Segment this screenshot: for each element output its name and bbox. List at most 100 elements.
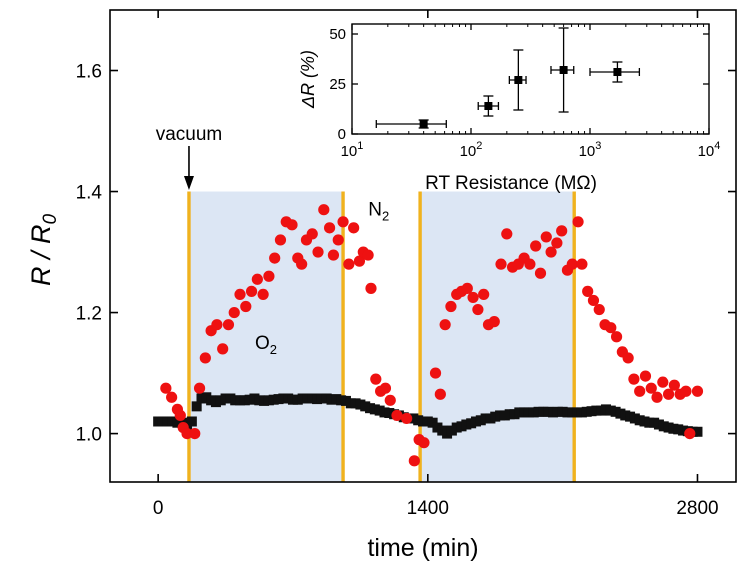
red-circle-point-86 — [634, 385, 646, 397]
red-circle-point-60 — [488, 316, 500, 328]
inset-y-ticks: 0 25 50 — [329, 26, 709, 143]
red-circle-point-7 — [193, 382, 206, 394]
inset-square-point-1 — [484, 102, 493, 110]
red-circle-point-46 — [408, 455, 420, 467]
main-y-tick-label-2: 1.4 — [76, 183, 103, 204]
red-circle-point-56 — [467, 291, 479, 304]
annotation-vacuum: vacuum — [156, 124, 223, 145]
red-circle-point-13 — [228, 306, 240, 319]
main-x-ticks: 0 1400 2800 — [153, 10, 719, 519]
red-circle-point-1 — [166, 391, 178, 403]
inset-point-group-2 — [508, 49, 527, 111]
main-x-tick-label-1: 1400 — [407, 498, 449, 519]
main-x-axis-label: time (min) — [367, 534, 478, 562]
red-circle-point-96 — [691, 385, 704, 397]
red-circle-point-62 — [501, 228, 513, 240]
red-circle-point-16 — [245, 285, 258, 297]
red-circle-point-55 — [461, 282, 473, 294]
inset-x-tick-base-1: 10 — [341, 143, 358, 160]
black-square-point-7 — [186, 416, 197, 427]
inset-x-tick-exp-4: 4 — [714, 140, 720, 152]
o2-text: O — [255, 333, 270, 354]
red-circle-point-44 — [391, 409, 403, 422]
red-circle-point-15 — [240, 300, 252, 313]
red-circle-point-89 — [651, 391, 663, 403]
red-circle-point-49 — [429, 367, 442, 379]
main-y-tick-label-0: 1.0 — [76, 425, 102, 446]
red-circle-point-69 — [540, 231, 552, 243]
red-circle-point-12 — [222, 319, 235, 331]
red-circle-point-28 — [312, 246, 324, 258]
main-y-tick-label-3: 1.6 — [76, 62, 102, 83]
main-y-ticks: 1.0 1.2 1.4 1.6 — [76, 62, 736, 446]
main-plot-frame — [109, 9, 737, 483]
red-circle-point-74 — [566, 258, 578, 270]
red-circle-point-40 — [370, 373, 382, 385]
red-circle-point-82 — [610, 331, 623, 343]
red-circle-point-36 — [353, 255, 366, 267]
inset-y-tick-label-1: 25 — [329, 76, 346, 93]
inset-square-point-0 — [419, 120, 428, 128]
red-circle-point-51 — [439, 319, 451, 331]
inset-x-tick-exp-1: 1 — [357, 140, 363, 152]
o2-subscript: 2 — [270, 342, 277, 357]
inset-data-points — [375, 27, 641, 129]
inset-square-point-3 — [559, 66, 568, 74]
red-circle-point-35 — [348, 222, 360, 234]
inset-x-tick-label-2: 102 — [460, 140, 483, 160]
inset-y-tick-label-2: 50 — [329, 26, 346, 43]
red-circle-point-76 — [576, 258, 588, 270]
red-circle-point-84 — [622, 352, 634, 364]
main-y-tick-label-1: 1.2 — [76, 304, 102, 325]
red-circle-point-5 — [181, 427, 193, 440]
n2-subscript: 2 — [382, 209, 389, 224]
red-circle-point-3 — [174, 409, 186, 422]
red-circle-point-91 — [662, 388, 675, 400]
red-circle-point-68 — [534, 267, 547, 279]
shaded-regions — [188, 191, 575, 483]
inset-square-point-2 — [514, 76, 523, 84]
inset-y-axis-label: ΔR (%) — [298, 50, 318, 109]
inset-point-group-0 — [375, 119, 447, 129]
red-circle-point-14 — [234, 288, 246, 301]
red-circle-point-78 — [587, 294, 600, 307]
y-label-main-text: R / R — [26, 225, 56, 287]
red-circle-point-33 — [337, 216, 349, 228]
red-circle-point-38 — [362, 249, 374, 261]
red-circle-point-75 — [572, 216, 584, 228]
main-chart: 0 1400 2800 1.01.21.41.6 time (min) R / R0… — [26, 9, 737, 562]
inset-x-tick-label-4: 104 — [698, 140, 721, 160]
red-circle-point-42 — [379, 382, 392, 394]
annotation-n2: N2 — [368, 200, 389, 224]
shaded-region-0 — [188, 191, 344, 483]
red-circle-point-72 — [556, 225, 568, 237]
red-circle-point-25 — [296, 258, 308, 270]
red-circle-point-0 — [160, 382, 172, 394]
inset-y-tick-label-0: 0 — [338, 126, 346, 143]
red-circle-point-8 — [199, 352, 211, 364]
red-circle-point-23 — [286, 219, 298, 231]
red-circle-point-61 — [495, 258, 507, 270]
black-square-point-112 — [692, 426, 703, 437]
main-y-axis-label: R / R0 — [26, 214, 61, 287]
red-circle-point-94 — [680, 385, 692, 397]
red-circle-point-39 — [365, 282, 377, 294]
red-circle-point-21 — [274, 234, 287, 246]
red-circle-point-81 — [605, 322, 617, 334]
inset-square-point-4 — [613, 68, 622, 76]
series-red-circles — [160, 204, 704, 467]
red-circle-point-67 — [530, 240, 542, 252]
red-circle-point-95 — [684, 427, 696, 440]
red-circle-point-57 — [472, 303, 484, 316]
black-square-point-8 — [191, 401, 202, 412]
red-circle-point-66 — [524, 258, 536, 270]
inset-x-tick-label-3: 103 — [579, 140, 602, 160]
y-label-subscript: 0 — [40, 214, 61, 225]
red-circle-point-71 — [551, 237, 563, 249]
red-circle-point-18 — [257, 288, 269, 301]
red-circle-point-79 — [593, 303, 605, 316]
red-circle-point-50 — [434, 388, 446, 400]
red-circle-point-88 — [645, 382, 657, 394]
red-circle-point-27 — [306, 228, 318, 240]
